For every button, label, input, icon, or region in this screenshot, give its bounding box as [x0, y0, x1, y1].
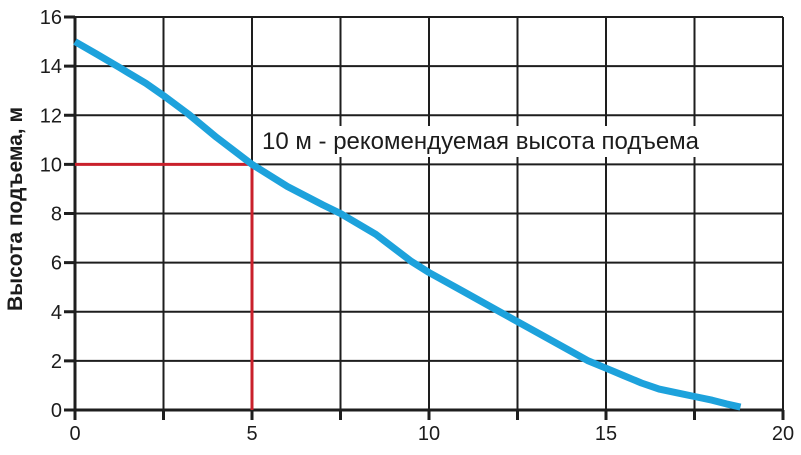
y-tick-label: 8: [51, 204, 62, 226]
x-tick-label: 5: [246, 423, 257, 445]
annotation-background: [256, 126, 714, 157]
y-tick-label: 14: [40, 56, 62, 78]
x-tick-label: 20: [772, 423, 794, 445]
y-tick-label: 16: [40, 7, 62, 29]
pump-head-curve: [73, 38, 742, 411]
plot-layer: 0 5 10 15 20 0 2 4 6 8 10 12 14 16: [40, 7, 794, 445]
x-tick-label: 10: [418, 423, 440, 445]
y-axis-title: Высота подъема, м: [4, 107, 27, 311]
x-tick-label: 15: [595, 423, 617, 445]
x-tick-label: 0: [69, 423, 80, 445]
y-tick-label: 10: [40, 154, 62, 176]
y-tick-label: 0: [51, 400, 62, 422]
annotation-label: 10 м - рекомендуемая высота подъема: [262, 128, 700, 155]
y-tick-label: 4: [51, 302, 62, 324]
y-tick-label: 6: [51, 253, 62, 275]
y-tick-label: 12: [40, 105, 62, 127]
y-tick-label: 2: [51, 351, 62, 373]
